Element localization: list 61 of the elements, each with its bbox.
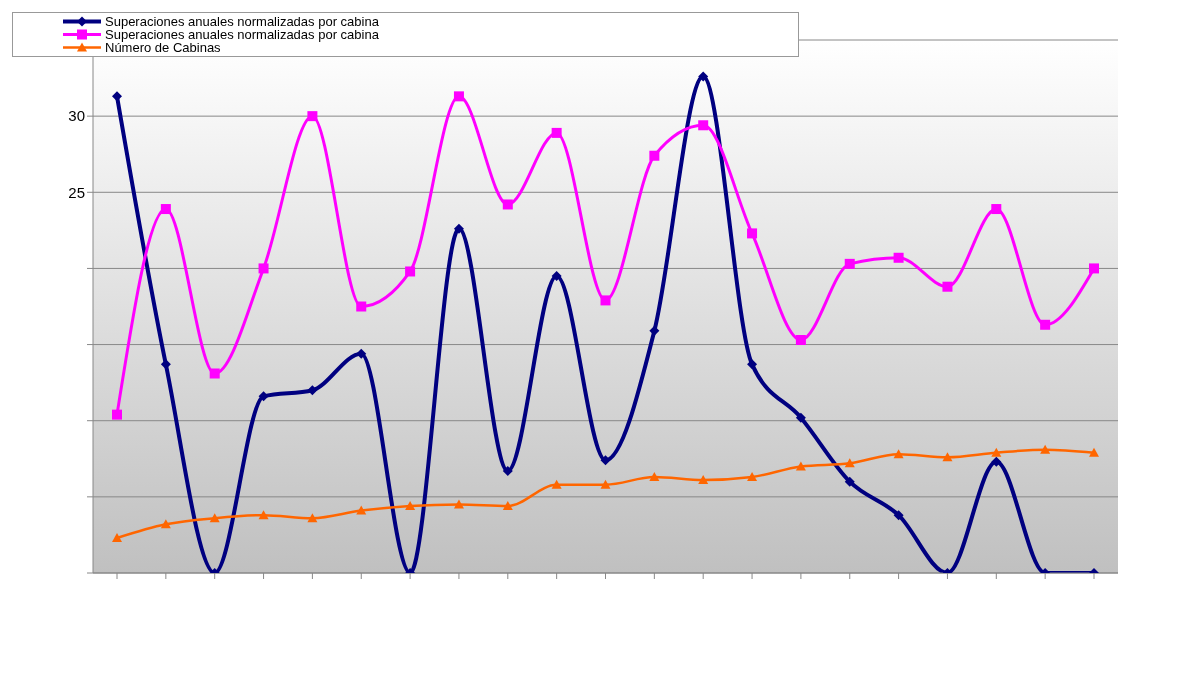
point xyxy=(112,532,122,542)
point xyxy=(551,479,562,489)
point xyxy=(893,449,904,459)
point xyxy=(795,461,806,471)
point xyxy=(502,500,513,510)
point xyxy=(502,199,513,210)
point xyxy=(453,91,464,102)
point xyxy=(747,228,758,239)
point xyxy=(307,385,318,396)
point xyxy=(258,510,269,520)
point xyxy=(747,472,758,482)
point xyxy=(844,258,855,269)
point xyxy=(844,476,855,487)
point xyxy=(405,500,416,510)
point xyxy=(698,120,709,131)
point xyxy=(307,513,318,523)
legend-label: Número de Cabinas xyxy=(105,40,221,55)
point xyxy=(649,325,660,336)
point xyxy=(844,458,855,468)
point xyxy=(600,295,611,306)
point xyxy=(258,391,269,402)
point xyxy=(1089,263,1099,274)
point xyxy=(747,359,758,370)
point xyxy=(502,465,513,476)
point xyxy=(1040,319,1051,330)
point xyxy=(1089,447,1099,457)
point xyxy=(405,266,416,277)
point xyxy=(649,472,660,482)
point xyxy=(600,455,611,466)
point xyxy=(112,409,122,420)
point xyxy=(649,150,660,161)
point xyxy=(356,301,367,312)
point xyxy=(795,412,806,423)
point xyxy=(1040,444,1051,454)
point xyxy=(258,263,269,274)
point xyxy=(453,499,464,509)
point xyxy=(893,510,904,521)
point xyxy=(942,452,953,462)
point xyxy=(160,519,171,529)
point xyxy=(698,71,709,82)
y-tick-label: 30 xyxy=(68,107,85,125)
point xyxy=(209,368,220,379)
point xyxy=(600,479,611,489)
point xyxy=(942,281,953,292)
point xyxy=(991,447,1002,457)
point xyxy=(356,348,367,359)
point xyxy=(160,204,171,215)
point xyxy=(356,505,367,515)
point xyxy=(893,252,904,263)
point xyxy=(698,475,709,485)
point xyxy=(453,223,464,234)
point xyxy=(551,271,562,282)
point xyxy=(551,127,562,138)
point xyxy=(795,335,806,345)
point xyxy=(307,111,318,122)
point xyxy=(209,513,220,523)
point xyxy=(991,204,1002,215)
legend-label: Superaciones anuales normalizadas por cabina xyxy=(105,14,379,29)
y-tick-label: 25 xyxy=(68,183,85,201)
point xyxy=(991,456,1002,467)
point xyxy=(160,359,171,370)
